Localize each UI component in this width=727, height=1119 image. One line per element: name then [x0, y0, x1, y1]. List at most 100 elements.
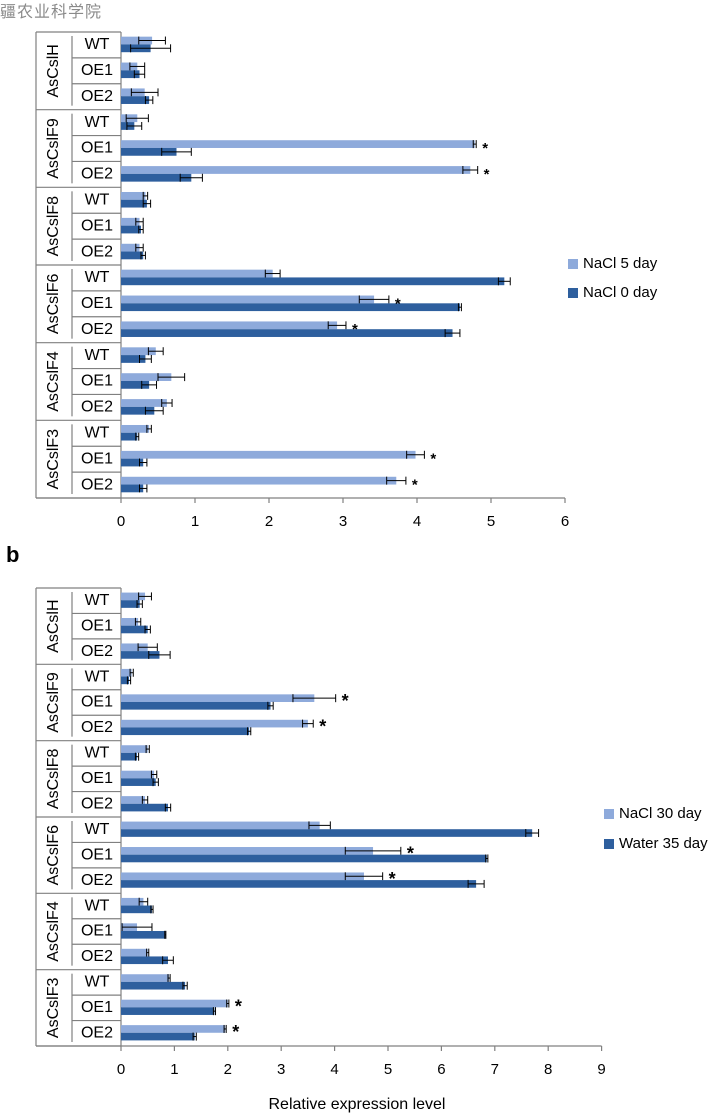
x-tick-label: 4 [330, 1061, 338, 1078]
bar-series1 [121, 476, 397, 485]
bar-series2 [121, 727, 250, 736]
bar-series2 [121, 1007, 215, 1015]
group-label: AsCslH [45, 599, 62, 652]
group-label: AsCslF6 [45, 274, 62, 335]
significance-star: * [395, 295, 401, 312]
significance-star: * [342, 691, 349, 711]
category-label: WT [85, 114, 110, 131]
category-label: WT [85, 745, 110, 762]
bar-series1 [121, 321, 338, 330]
bar-series1 [121, 373, 172, 381]
category-label: OE2 [81, 872, 113, 889]
x-tick-label: 1 [170, 1061, 178, 1078]
watermark-text: 疆农业科学院 [0, 2, 103, 21]
category-label: WT [85, 424, 110, 441]
bar-series1 [121, 974, 170, 982]
group-label: AsCslF4 [45, 901, 62, 962]
category-label: OE2 [81, 643, 113, 660]
significance-star: * [484, 166, 490, 183]
bar-series1 [121, 217, 140, 226]
bar-series2 [121, 96, 150, 104]
bar-series2 [121, 329, 453, 337]
group-label: AsCslF3 [45, 429, 62, 490]
bar-series1 [121, 1025, 226, 1033]
legend-swatch [568, 259, 578, 269]
category-label: OE2 [81, 948, 113, 965]
category-label: OE2 [81, 166, 113, 183]
bar-series1 [121, 694, 315, 702]
category-label: OE1 [81, 694, 113, 711]
bar-series1 [121, 643, 148, 652]
category-label: WT [85, 668, 110, 685]
x-tick-label: 2 [224, 1061, 232, 1078]
category-label: WT [85, 592, 110, 609]
x-tick-label: 1 [191, 513, 199, 530]
bar-series2 [121, 778, 156, 786]
x-tick-label: 0 [117, 513, 125, 530]
bar-series2 [121, 600, 140, 608]
bar-series2 [121, 458, 144, 467]
category-label: WT [85, 191, 110, 208]
legend-label: NaCl 0 day [583, 284, 658, 301]
bar-series2 [121, 173, 192, 182]
bar-series2 [121, 829, 533, 837]
category-label: WT [85, 269, 110, 286]
bar-series2 [121, 981, 186, 990]
category-label: OE1 [81, 217, 113, 234]
category-label: OE2 [81, 1024, 113, 1041]
legend-label: NaCl 5 day [583, 255, 658, 272]
x-tick-label: 2 [265, 513, 273, 530]
x-tick-label: 6 [437, 1061, 445, 1078]
bar-series1 [121, 618, 139, 626]
chart-a: AsCslH WT OE1 OE2 AsCslF9 WT OE1 OE2 AsCslF8 WT OE… [35, 31, 658, 530]
bar-series2 [121, 854, 487, 863]
legend-swatch [604, 839, 614, 849]
category-label: OE1 [81, 373, 113, 390]
bar-series1 [121, 399, 167, 407]
x-tick-label: 3 [277, 1061, 285, 1078]
category-label: OE2 [81, 399, 113, 416]
legend-label: NaCl 30 day [619, 805, 702, 822]
category-label: OE1 [81, 617, 113, 634]
significance-star: * [352, 321, 358, 338]
category-label: WT [85, 821, 110, 838]
x-tick-label: 0 [117, 1061, 125, 1078]
legend-swatch [604, 809, 614, 819]
category-label: WT [85, 347, 110, 364]
bar-series1 [121, 450, 416, 459]
category-label: WT [85, 36, 110, 53]
bar-series2 [121, 930, 166, 939]
category-label: OE1 [81, 62, 113, 79]
significance-star: * [412, 477, 418, 494]
bar-series2 [121, 303, 460, 312]
bar-series1 [121, 269, 273, 278]
category-label: OE2 [81, 88, 113, 105]
group-label: AsCslH [45, 44, 62, 97]
x-tick-label: 3 [339, 513, 347, 530]
group-label: AsCslF9 [45, 672, 62, 733]
bar-series2 [121, 277, 505, 286]
chart-b: AsCslH WT OE1 OE2 AsCslF9 WT OE1 OE2 AsCslF8 WT OE… [35, 587, 708, 1113]
bar-series2 [121, 380, 150, 389]
bar-series1 [121, 191, 146, 200]
bar-series1 [121, 999, 228, 1008]
bar-series1 [121, 745, 148, 753]
x-tick-label: 8 [544, 1061, 552, 1078]
x-tick-label: 5 [384, 1061, 392, 1078]
category-label: OE1 [81, 295, 113, 312]
category-label: OE1 [81, 999, 113, 1016]
category-label: WT [85, 897, 110, 914]
bar-series2 [121, 701, 271, 710]
bar-series2 [121, 905, 152, 914]
legend-swatch [568, 288, 578, 298]
significance-star: * [389, 869, 396, 889]
bar-series1 [121, 36, 153, 45]
bar-series2 [121, 199, 147, 208]
bar-series1 [121, 347, 156, 356]
bar-series2 [121, 1032, 195, 1041]
bar-series1 [121, 897, 144, 906]
bar-series2 [121, 880, 477, 888]
bar-series1 [121, 592, 146, 601]
bar-series2 [121, 676, 130, 685]
bar-series1 [121, 166, 471, 174]
